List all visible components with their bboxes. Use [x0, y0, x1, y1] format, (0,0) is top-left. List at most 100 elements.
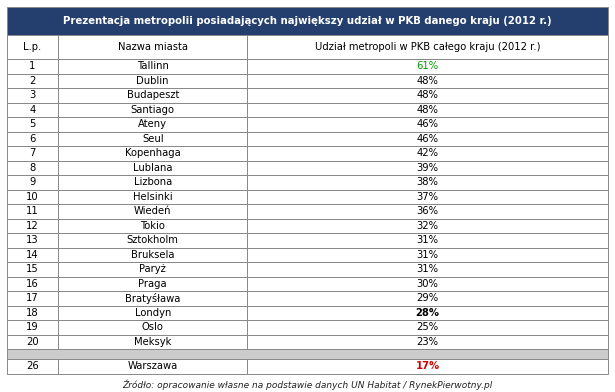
Text: 1: 1 [30, 61, 36, 71]
Text: 46%: 46% [417, 134, 438, 144]
Bar [58, 359, 247, 374]
Bar [247, 35, 608, 59]
Bar [58, 160, 247, 175]
Bar [7, 160, 58, 175]
Bar [247, 204, 608, 218]
Bar [7, 291, 58, 305]
Bar [58, 131, 247, 146]
Bar [58, 204, 247, 218]
Text: 14: 14 [26, 250, 39, 260]
Text: 38%: 38% [417, 177, 438, 187]
Text: Paryż: Paryż [140, 264, 166, 274]
Bar [247, 175, 608, 189]
Bar [247, 102, 608, 117]
Bar [7, 146, 58, 160]
Bar [7, 359, 58, 374]
Bar [247, 218, 608, 233]
Text: 18: 18 [26, 308, 39, 318]
Bar [247, 291, 608, 305]
Text: Londyn: Londyn [135, 308, 171, 318]
Text: Nazwa miasta: Nazwa miasta [117, 42, 188, 52]
Text: Meksyk: Meksyk [134, 337, 172, 347]
Bar [7, 131, 58, 146]
Bar [58, 276, 247, 291]
Text: 48%: 48% [417, 105, 438, 115]
Text: 12: 12 [26, 221, 39, 231]
Text: 4: 4 [30, 105, 36, 115]
Text: L.p.: L.p. [23, 42, 42, 52]
Bar [58, 102, 247, 117]
Bar [7, 175, 58, 189]
Text: Dublin: Dublin [137, 76, 169, 86]
Bar [58, 218, 247, 233]
Text: Bratyśława: Bratyśława [125, 293, 180, 304]
Bar [58, 35, 247, 59]
Bar [247, 334, 608, 349]
Text: 61%: 61% [416, 61, 438, 71]
Text: 19: 19 [26, 322, 39, 332]
Bar [7, 204, 58, 218]
Bar [7, 262, 58, 276]
Bar [247, 117, 608, 131]
Text: 26: 26 [26, 361, 39, 371]
Text: Lublana: Lublana [133, 163, 172, 173]
Bar [58, 117, 247, 131]
Text: Santiago: Santiago [131, 105, 175, 115]
Bar [7, 7, 608, 35]
Text: Udział metropoli w PKB całego kraju (2012 r.): Udział metropoli w PKB całego kraju (201… [315, 42, 541, 52]
Text: Sztokholm: Sztokholm [127, 235, 179, 245]
Text: Wiedeń: Wiedeń [134, 206, 172, 216]
Bar [247, 59, 608, 74]
Bar [58, 175, 247, 189]
Text: 17: 17 [26, 293, 39, 303]
Text: 13: 13 [26, 235, 39, 245]
Bar [58, 291, 247, 305]
Bar [7, 276, 58, 291]
Text: 29%: 29% [416, 293, 438, 303]
Text: 11: 11 [26, 206, 39, 216]
Text: Lizbona: Lizbona [133, 177, 172, 187]
Bar [58, 146, 247, 160]
Bar [247, 189, 608, 204]
Text: Bruksela: Bruksela [131, 250, 175, 260]
Bar [58, 88, 247, 102]
Text: 16: 16 [26, 279, 39, 289]
Bar [7, 189, 58, 204]
Bar [247, 88, 608, 102]
Text: 39%: 39% [417, 163, 438, 173]
Text: 7: 7 [30, 148, 36, 158]
Text: Tokio: Tokio [140, 221, 165, 231]
Text: Seul: Seul [142, 134, 164, 144]
Bar [247, 305, 608, 320]
Bar [7, 102, 58, 117]
Text: 32%: 32% [417, 221, 438, 231]
Bar [247, 320, 608, 334]
Text: 23%: 23% [417, 337, 438, 347]
Bar [58, 59, 247, 74]
Text: 5: 5 [30, 119, 36, 129]
Bar [7, 74, 58, 88]
Text: Źródło: opracowanie własne na podstawie danych UN Habitat / RynekPierwotny.pl: Źródło: opracowanie własne na podstawie … [122, 379, 493, 390]
Text: 48%: 48% [417, 76, 438, 86]
Text: 30%: 30% [417, 279, 438, 289]
Text: 42%: 42% [417, 148, 438, 158]
Bar [247, 276, 608, 291]
Text: 3: 3 [30, 90, 36, 100]
Text: 25%: 25% [416, 322, 438, 332]
Text: 20: 20 [26, 337, 39, 347]
Text: 36%: 36% [417, 206, 438, 216]
Bar [7, 35, 58, 59]
Text: 8: 8 [30, 163, 36, 173]
Text: 31%: 31% [417, 235, 438, 245]
Bar [7, 305, 58, 320]
Bar [7, 334, 58, 349]
Bar [7, 233, 58, 247]
Bar [7, 218, 58, 233]
Text: 48%: 48% [417, 90, 438, 100]
Text: 10: 10 [26, 192, 39, 202]
Text: Helsinki: Helsinki [133, 192, 173, 202]
Bar [58, 189, 247, 204]
Text: Tallinn: Tallinn [137, 61, 169, 71]
Text: Budapeszt: Budapeszt [127, 90, 179, 100]
Bar [58, 262, 247, 276]
